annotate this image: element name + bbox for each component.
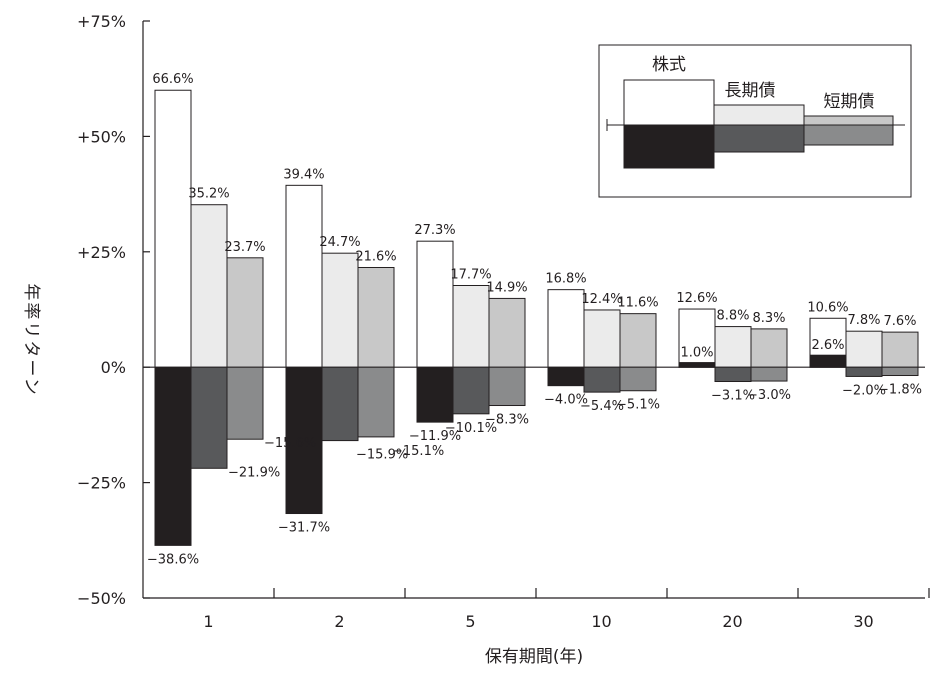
legend-swatch-min-short-bonds <box>803 124 894 146</box>
value-label-max: 14.9% <box>486 280 527 295</box>
bar-max-long-bonds <box>845 330 883 368</box>
y-tick-label: −25% <box>77 474 126 493</box>
legend-label-stocks: 株式 <box>652 55 686 75</box>
bar-min-short-bonds <box>619 366 657 392</box>
bar-min-short-bonds <box>488 366 526 407</box>
legend-swatch-min-long-bonds <box>713 124 805 153</box>
bar-max-stocks <box>154 89 192 368</box>
bar-min-stocks <box>154 366 192 546</box>
x-tick-label: 30 <box>853 612 873 631</box>
x-axis-title: 保有期間(年) <box>485 647 583 667</box>
value-label-max: 23.7% <box>224 240 265 255</box>
value-label-max: 27.3% <box>414 223 455 238</box>
value-label-min: −31.7% <box>278 521 330 536</box>
bar-max-short-bonds <box>619 313 657 368</box>
bar-max-long-bonds <box>583 309 621 368</box>
value-label-max: 8.3% <box>752 311 785 326</box>
bar-min-stocks <box>547 366 585 387</box>
bar-max-long-bonds <box>714 326 752 368</box>
value-label-max: 11.6% <box>617 296 658 311</box>
bar-min-short-bonds <box>750 366 788 382</box>
value-label-max: 12.4% <box>581 292 622 307</box>
legend-frame <box>598 44 912 198</box>
value-label-min: −38.6% <box>147 552 199 567</box>
value-label-max: 7.6% <box>883 314 916 329</box>
value-label-min: −8.3% <box>485 413 529 428</box>
bar-min-long-bonds <box>845 366 883 377</box>
y-tick-label: +25% <box>77 243 126 262</box>
y-tick-label: −50% <box>77 589 126 608</box>
value-label-min: −4.0% <box>544 393 588 408</box>
bar-max-long-bonds <box>190 204 228 368</box>
bar-max-short-bonds <box>488 297 526 368</box>
bar-min-long-bonds <box>321 366 359 442</box>
bar-max-long-bonds <box>321 252 359 368</box>
bar-min-stocks <box>678 362 716 368</box>
value-label-min: −10.1% <box>445 421 497 436</box>
bar-min-long-bonds <box>452 366 490 415</box>
bar-max-stocks <box>416 240 454 368</box>
value-label-max: 24.7% <box>319 235 360 250</box>
value-label-max: 10.6% <box>807 300 848 315</box>
bar-min-stocks <box>809 354 847 368</box>
x-tick-label: 20 <box>722 612 742 631</box>
value-label-min: −21.9% <box>228 465 280 480</box>
bar-max-short-bonds <box>226 257 264 368</box>
value-labels: 66.6% −38.6% 39.4% −31.7% 27.3% −11.9% 16.8% −4… <box>147 72 922 567</box>
value-label-min: −15.9% <box>356 448 408 463</box>
value-label-min: −1.8% <box>878 383 922 398</box>
x-tick-label: 1 <box>203 612 213 631</box>
bar-max-stocks <box>678 308 716 368</box>
bar-max-short-bonds <box>750 328 788 368</box>
value-label-max: 16.8% <box>545 272 586 287</box>
value-label-max: 66.6% <box>152 72 193 87</box>
value-label-max: 35.2% <box>188 187 229 202</box>
bar-min-short-bonds <box>881 366 919 377</box>
legend-swatch-max-short-bonds <box>803 115 894 126</box>
bar-min-short-bonds <box>226 366 264 440</box>
value-label-min: 1.0% <box>680 346 713 361</box>
legend-swatch-min-stocks <box>623 124 715 169</box>
x-tick-label: 2 <box>334 612 344 631</box>
legend-swatch-max-stocks <box>623 79 715 126</box>
value-label-min: −15.1% <box>392 444 444 459</box>
bar-min-long-bonds <box>583 366 621 393</box>
y-tick-label: +50% <box>77 127 126 146</box>
bar-max-stocks <box>547 289 585 368</box>
legend-label-short-bonds: 短期債 <box>824 92 875 112</box>
value-label-min: 2.6% <box>811 338 844 353</box>
value-label-max: 12.6% <box>676 291 717 306</box>
value-label-max: 21.6% <box>355 249 396 264</box>
value-label-min: −5.1% <box>616 398 660 413</box>
bar-min-stocks <box>416 366 454 423</box>
value-label-max: 8.8% <box>716 309 749 324</box>
value-label-min: −15.6% <box>264 436 316 451</box>
bars <box>154 89 919 546</box>
y-tick-label: 0% <box>101 358 126 377</box>
value-label-min: −3.1% <box>711 389 755 404</box>
legend-label-long-bonds: 長期債 <box>725 81 776 101</box>
bar-max-short-bonds <box>357 266 395 368</box>
value-label-min: −3.0% <box>747 388 791 403</box>
bar-min-long-bonds <box>714 366 752 383</box>
bar-max-stocks <box>285 184 323 368</box>
value-label-min: −5.4% <box>580 399 624 414</box>
bar-min-long-bonds <box>190 366 228 469</box>
y-tick-label: +75% <box>77 12 126 31</box>
axes: +75% +50% +25% 0% −25% −50% 1 2 5 10 20 30 <box>77 12 930 631</box>
value-label-max: 39.4% <box>283 167 324 182</box>
y-axis-title: 年率リターン <box>21 283 41 396</box>
value-label-min: −11.9% <box>409 429 461 444</box>
x-tick-label: 5 <box>465 612 475 631</box>
value-label-min: −2.0% <box>842 383 886 398</box>
legend-swatch-max-long-bonds <box>713 104 805 126</box>
bar-min-short-bonds <box>357 366 395 438</box>
bar-max-short-bonds <box>881 331 919 368</box>
value-label-max: 17.7% <box>450 267 491 282</box>
x-tick-label: 10 <box>591 612 611 631</box>
bar-max-long-bonds <box>452 284 490 368</box>
value-label-max: 7.8% <box>847 313 880 328</box>
